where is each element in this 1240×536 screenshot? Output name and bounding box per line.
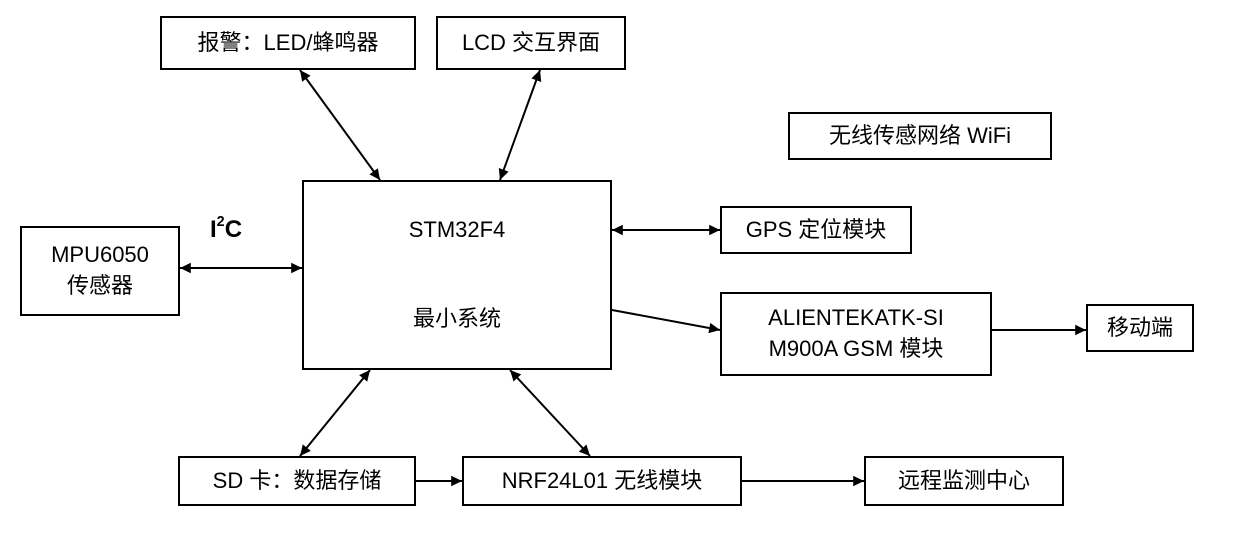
node-alarm-text: 报警：LED/蜂鸣器	[198, 28, 379, 59]
node-mobile-text: 移动端	[1107, 313, 1173, 344]
node-lcd-text: LCD 交互界面	[462, 28, 600, 59]
node-wifi: 无线传感网络 WiFi	[788, 112, 1052, 160]
node-nrf-text: NRF24L01 无线模块	[502, 466, 703, 497]
node-mpu-line2: 传感器	[51, 271, 149, 302]
node-gsm-line1: ALIENTEKATK-SI	[768, 303, 944, 334]
node-gsm: ALIENTEKATK-SI M900A GSM 模块	[720, 292, 992, 376]
node-stm-line2: 最小系统	[409, 304, 506, 335]
node-gsm-line2: M900A GSM 模块	[768, 334, 944, 365]
node-gps: GPS 定位模块	[720, 206, 912, 254]
node-wifi-text: 无线传感网络 WiFi	[829, 121, 1011, 152]
node-sd: SD 卡：数据存储	[178, 456, 416, 506]
node-lcd: LCD 交互界面	[436, 16, 626, 70]
node-stm: STM32F4 最小系统	[302, 180, 612, 370]
node-mobile: 移动端	[1086, 304, 1194, 352]
node-sd-text: SD 卡：数据存储	[213, 466, 382, 497]
node-remote: 远程监测中心	[864, 456, 1064, 506]
node-mpu: MPU6050 传感器	[20, 226, 180, 316]
node-gps-text: GPS 定位模块	[746, 215, 887, 246]
i2c-label: I2C	[210, 216, 242, 244]
node-stm-line1: STM32F4	[409, 215, 506, 246]
node-mpu-line1: MPU6050	[51, 240, 149, 271]
node-remote-text: 远程监测中心	[898, 466, 1030, 497]
node-nrf: NRF24L01 无线模块	[462, 456, 742, 506]
node-alarm: 报警：LED/蜂鸣器	[160, 16, 416, 70]
